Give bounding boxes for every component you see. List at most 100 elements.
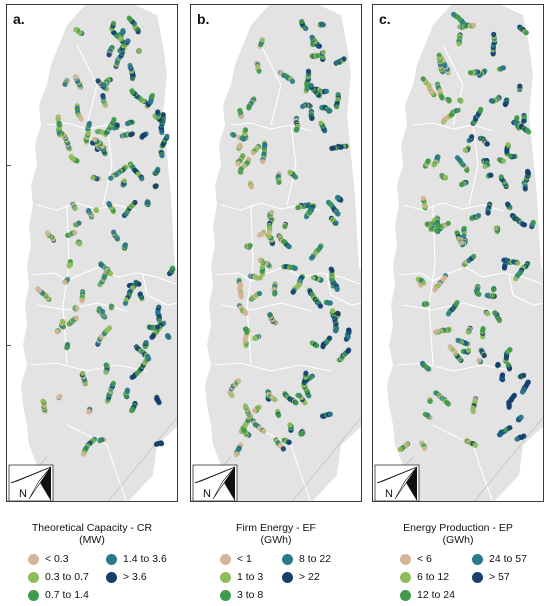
graticule-line	[292, 416, 361, 501]
site-point	[269, 209, 275, 215]
site-point	[107, 325, 113, 331]
legend-a: Theoretical Capacity - CR (MW) < 0.3 0.3…	[6, 522, 178, 606]
legend-grid: < 1 1 to 3 3 to 8 8 to 22 > 22	[190, 552, 362, 606]
site-point	[419, 360, 426, 366]
legend-item: 3 to 8	[220, 588, 263, 602]
swatch-3	[400, 589, 411, 601]
legend-item: < 6	[400, 552, 432, 566]
site-point	[427, 398, 433, 404]
admin-border	[220, 302, 312, 312]
site-point	[110, 20, 117, 26]
site-point	[287, 169, 293, 175]
legend-item: < 0.3	[28, 552, 69, 566]
site-point	[488, 98, 495, 104]
site-point	[164, 133, 170, 139]
swatch-3	[28, 589, 39, 601]
site-point	[484, 141, 490, 147]
site-point	[434, 227, 440, 234]
site-point	[320, 49, 326, 55]
site-point	[481, 352, 487, 359]
site-point	[298, 431, 304, 437]
site-point	[470, 408, 476, 414]
swatch-1	[220, 553, 231, 565]
site-point	[62, 279, 68, 285]
legend-item: 8 to 22	[282, 552, 331, 566]
site-point	[244, 329, 250, 335]
legend-item: 1.4 to 3.6	[106, 552, 167, 566]
site-point	[303, 370, 309, 376]
site-point	[493, 225, 499, 231]
site-point	[458, 240, 465, 246]
site-point	[108, 303, 114, 309]
swatch-1	[28, 553, 39, 565]
site-point	[276, 412, 282, 418]
site-point	[127, 62, 133, 69]
north-arrow-icon: N	[374, 464, 420, 501]
site-point	[327, 411, 333, 417]
swatch-4	[282, 553, 293, 565]
site-point	[454, 300, 460, 306]
site-point	[334, 104, 340, 110]
map-panel-c: N c.	[372, 4, 544, 502]
site-point	[250, 150, 256, 156]
site-point	[72, 74, 78, 80]
site-point	[54, 329, 60, 335]
site-point	[472, 442, 479, 448]
site-point	[451, 11, 457, 17]
site-point	[110, 380, 116, 386]
site-point	[445, 220, 451, 226]
site-point	[132, 199, 138, 206]
site-point	[106, 200, 112, 207]
site-point	[526, 129, 532, 135]
site-point	[155, 166, 161, 172]
site-point	[237, 142, 243, 148]
site-point	[267, 312, 273, 318]
site-point	[521, 372, 527, 378]
panel-label-c: c.	[379, 11, 391, 27]
site-point	[62, 81, 68, 87]
site-point	[445, 401, 451, 407]
legend-item: 0.7 to 1.4	[28, 588, 89, 602]
legend-title: Theoretical Capacity - CR	[31, 522, 153, 534]
site-point	[146, 356, 152, 362]
site-point	[95, 78, 101, 84]
site-point	[484, 292, 490, 298]
panel-label-a: a.	[13, 11, 25, 27]
site-point	[499, 372, 506, 378]
map-a: N	[7, 5, 177, 501]
site-point	[333, 328, 339, 334]
site-point	[488, 172, 494, 178]
site-point	[257, 290, 263, 297]
site-point	[455, 107, 461, 113]
site-point	[421, 280, 427, 286]
site-point	[145, 199, 151, 205]
site-point	[59, 318, 65, 325]
site-point	[327, 300, 333, 306]
site-point	[335, 310, 341, 316]
site-point	[314, 343, 320, 349]
site-point	[456, 41, 462, 47]
site-point	[308, 82, 314, 88]
site-point	[170, 265, 176, 271]
site-point	[308, 255, 315, 261]
site-point	[292, 265, 298, 271]
site-point	[97, 438, 103, 444]
site-point	[500, 158, 507, 164]
site-point	[420, 76, 426, 82]
legend-item: 24 to 57	[472, 552, 527, 566]
site-point	[466, 347, 472, 353]
site-point	[521, 222, 528, 228]
site-point	[317, 303, 324, 309]
site-point	[72, 205, 78, 212]
site-point	[525, 168, 531, 174]
site-point	[455, 337, 461, 343]
north-arrow-icon: N	[192, 464, 238, 501]
site-point	[514, 115, 520, 121]
site-point	[505, 362, 511, 368]
north-arrow-icon: N	[8, 464, 54, 501]
site-point	[106, 52, 112, 58]
legend-grid: < 6 6 to 12 12 to 24 24 to 57 > 57	[372, 552, 544, 606]
site-point	[506, 399, 512, 406]
site-point	[122, 242, 128, 248]
site-point	[397, 446, 403, 452]
